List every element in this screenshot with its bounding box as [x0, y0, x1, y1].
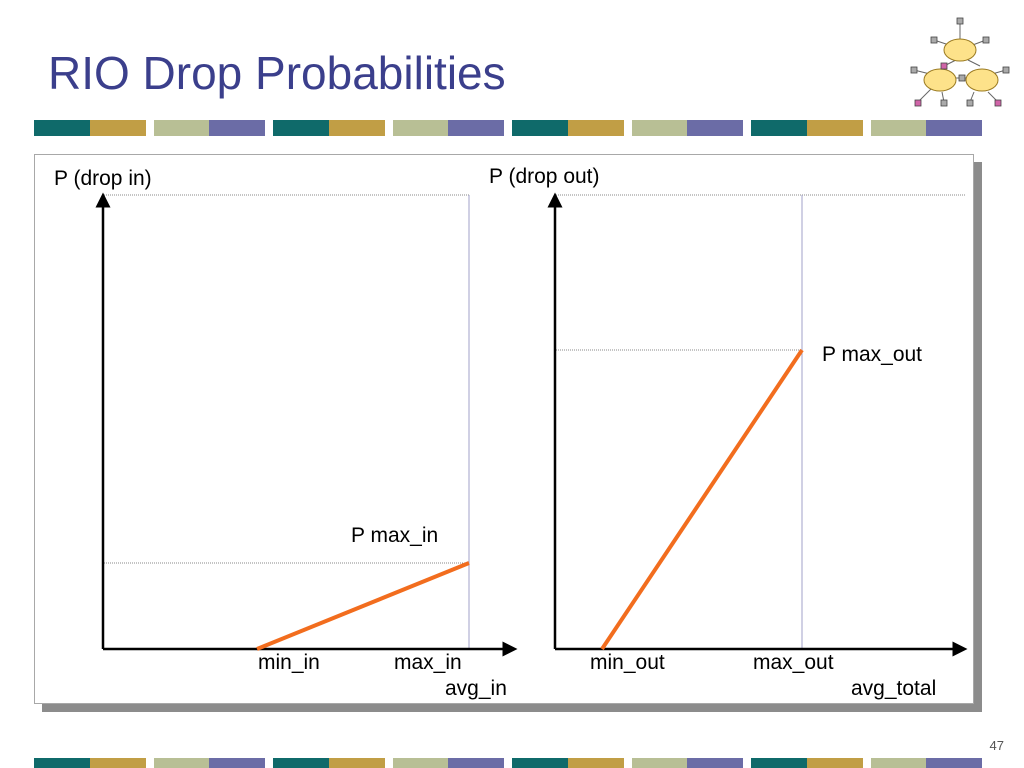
- network-clouds-icon: [910, 17, 1010, 107]
- stripe-segment: [926, 758, 983, 768]
- right-pmax-label: P max_out: [822, 343, 923, 366]
- stripe-segment: [687, 758, 744, 768]
- right-min-label: min_out: [590, 651, 665, 674]
- stripe-segment: [512, 758, 568, 768]
- stripe-segment: [392, 758, 449, 768]
- stripe-segment: [153, 758, 210, 768]
- stripe-segment: [806, 758, 863, 768]
- stripe-segment: [926, 120, 983, 136]
- stripe-segment: [448, 758, 505, 768]
- stripe-segment: [567, 758, 624, 768]
- stripe-segment: [751, 120, 807, 136]
- stripe-segment: [34, 758, 90, 768]
- stripe-segment: [448, 120, 505, 136]
- right-max-label: max_out: [753, 651, 834, 674]
- right-drop-curve: [600, 348, 804, 651]
- stripe-segment: [870, 758, 927, 768]
- left-max-label: max_in: [394, 651, 462, 674]
- left-pmax-label: P max_in: [351, 524, 439, 547]
- stripe-segment: [89, 120, 146, 136]
- top-stripe: [34, 120, 983, 136]
- stripe-segment: [209, 120, 266, 136]
- stripe-segment: [273, 758, 329, 768]
- stripe-segment: [567, 120, 624, 136]
- stripe-segment: [328, 758, 385, 768]
- left-min-label: min_in: [258, 651, 320, 674]
- stripe-segment: [153, 120, 210, 136]
- slide-title: RIO Drop Probabilities: [48, 47, 506, 99]
- stripe-segment: [89, 758, 146, 768]
- stripe-segment: [631, 120, 688, 136]
- left-y-axis-label: P (drop in): [54, 167, 152, 190]
- left-x-axis-label: avg_in: [445, 677, 507, 700]
- stripe-segment: [806, 120, 863, 136]
- diagram-panel: [34, 154, 974, 704]
- bottom-stripe: [34, 758, 983, 768]
- stripe-segment: [512, 120, 568, 136]
- stripe-segment: [870, 120, 927, 136]
- right-y-axis-label: P (drop out): [489, 165, 600, 188]
- stripe-segment: [34, 120, 90, 136]
- right-x-axis-label: avg_total: [851, 677, 937, 700]
- stripe-segment: [631, 758, 688, 768]
- stripe-segment: [328, 120, 385, 136]
- stripe-segment: [687, 120, 744, 136]
- page-number: 47: [989, 738, 1004, 753]
- stripe-segment: [392, 120, 449, 136]
- left-drop-curve: [256, 561, 470, 651]
- stripe-segment: [751, 758, 807, 768]
- stripe-segment: [209, 758, 266, 768]
- stripe-segment: [273, 120, 329, 136]
